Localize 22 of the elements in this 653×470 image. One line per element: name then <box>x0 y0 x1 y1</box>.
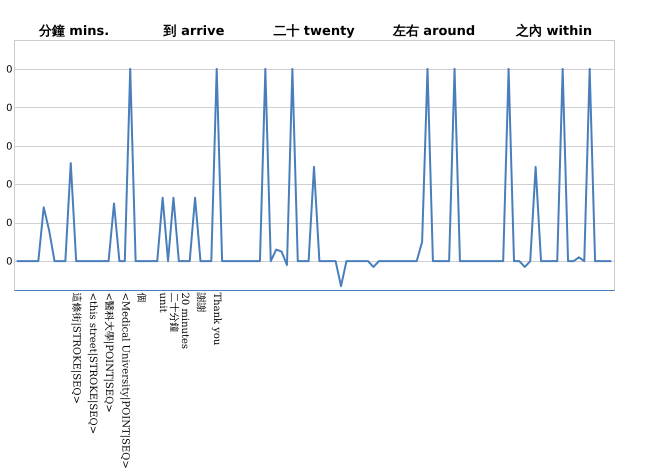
x-tick-label: Thank you <box>211 292 222 346</box>
x-tick-label: unit <box>157 292 168 313</box>
x-tick-label: <醫科大學|POINT|SEQ> <box>103 292 116 413</box>
x-tick-label: 20 minutes <box>178 292 190 350</box>
x-tick-label: <this street|STROKE|SEQ> <box>86 292 98 434</box>
y-tick-label: 0 <box>6 64 12 76</box>
y-tick-label: 0 <box>6 218 12 230</box>
x-tick-label: <Medical University|POINT|SEQ> <box>119 292 130 469</box>
x-tick-label: 這條街|STROKE|SEQ> <box>70 292 83 404</box>
y-tick-label: 0 <box>6 141 12 152</box>
text: 左右 around <box>392 24 476 39</box>
text: 到 arrive <box>162 24 225 39</box>
x-tick-label: 謝謝 <box>194 292 207 312</box>
x-tick-label: 個 <box>136 292 147 302</box>
text: 之內 within <box>514 23 592 39</box>
line-series <box>16 68 612 288</box>
text: 二十 twenty <box>273 24 356 39</box>
text: 分鐘 mins. <box>38 24 110 39</box>
y-tick-label: 0 <box>6 102 12 114</box>
x-tick-label: 二十分鐘 <box>168 292 180 332</box>
y-tick-label: 0 <box>6 180 12 191</box>
y-tick-label: 0 <box>6 256 12 268</box>
